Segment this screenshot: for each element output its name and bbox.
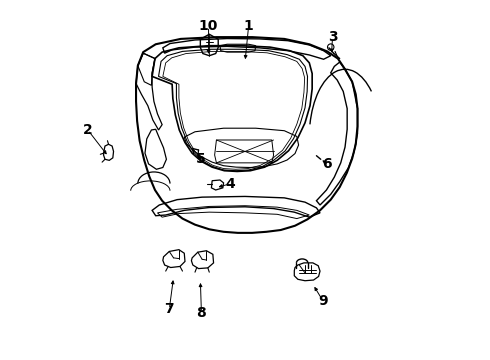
Text: 8: 8 [196,306,206,320]
Text: 4: 4 [226,176,236,190]
Text: 7: 7 [165,302,174,316]
Text: 2: 2 [83,123,93,137]
Text: 5: 5 [196,152,205,166]
Text: 9: 9 [318,294,328,308]
Text: 6: 6 [322,157,332,171]
Text: 10: 10 [199,19,218,33]
Text: 1: 1 [244,19,253,33]
Text: 3: 3 [328,30,337,44]
